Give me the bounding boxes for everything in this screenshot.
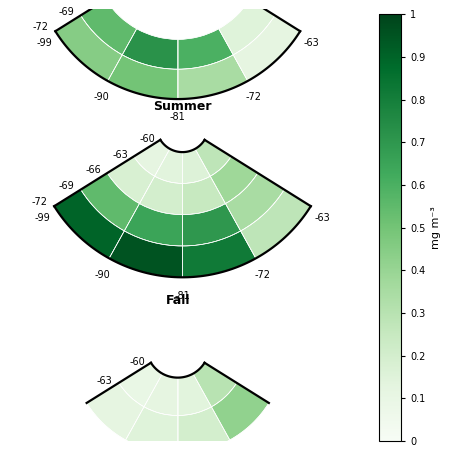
- Text: -60: -60: [129, 357, 146, 367]
- Wedge shape: [241, 190, 311, 258]
- Text: -72: -72: [31, 197, 47, 207]
- Text: -66: -66: [86, 165, 101, 175]
- Text: -63: -63: [303, 38, 319, 48]
- Text: -63: -63: [97, 376, 112, 386]
- Wedge shape: [226, 173, 284, 231]
- Text: -99: -99: [36, 38, 52, 48]
- Wedge shape: [122, 29, 178, 69]
- Wedge shape: [144, 374, 178, 416]
- Wedge shape: [182, 203, 241, 246]
- Text: -60: -60: [140, 134, 156, 144]
- Text: -90: -90: [94, 92, 109, 102]
- Wedge shape: [155, 149, 182, 183]
- Wedge shape: [81, 173, 139, 231]
- Wedge shape: [139, 176, 182, 215]
- Wedge shape: [126, 407, 178, 454]
- Text: -72: -72: [246, 92, 262, 102]
- Wedge shape: [178, 407, 230, 454]
- Wedge shape: [178, 29, 233, 69]
- Wedge shape: [233, 15, 300, 81]
- Wedge shape: [193, 363, 237, 407]
- Text: -81: -81: [174, 291, 191, 301]
- Text: -72: -72: [33, 22, 49, 32]
- Text: -90: -90: [95, 270, 110, 280]
- Wedge shape: [182, 231, 256, 277]
- Title: Summer: Summer: [153, 100, 212, 113]
- Wedge shape: [178, 55, 248, 99]
- Wedge shape: [107, 156, 155, 203]
- Text: -99: -99: [35, 213, 51, 223]
- Wedge shape: [54, 190, 124, 258]
- Wedge shape: [219, 0, 275, 55]
- Wedge shape: [55, 15, 122, 81]
- Text: -69: -69: [59, 181, 74, 191]
- Wedge shape: [178, 374, 211, 416]
- Text: -69: -69: [59, 7, 74, 17]
- Y-axis label: mg m⁻³: mg m⁻³: [431, 206, 441, 249]
- Title: Fall: Fall: [165, 294, 190, 307]
- Wedge shape: [182, 176, 226, 215]
- Wedge shape: [134, 140, 170, 176]
- Wedge shape: [210, 156, 258, 203]
- Wedge shape: [87, 383, 144, 440]
- Wedge shape: [119, 363, 163, 407]
- Wedge shape: [81, 0, 137, 55]
- Text: -63: -63: [314, 213, 330, 223]
- Text: -72: -72: [255, 270, 270, 280]
- Wedge shape: [195, 140, 231, 176]
- Wedge shape: [108, 55, 178, 99]
- Wedge shape: [211, 383, 269, 440]
- Wedge shape: [109, 231, 182, 277]
- Text: -81: -81: [170, 112, 186, 122]
- Text: -63: -63: [113, 150, 128, 160]
- Wedge shape: [124, 203, 182, 246]
- Wedge shape: [182, 149, 210, 183]
